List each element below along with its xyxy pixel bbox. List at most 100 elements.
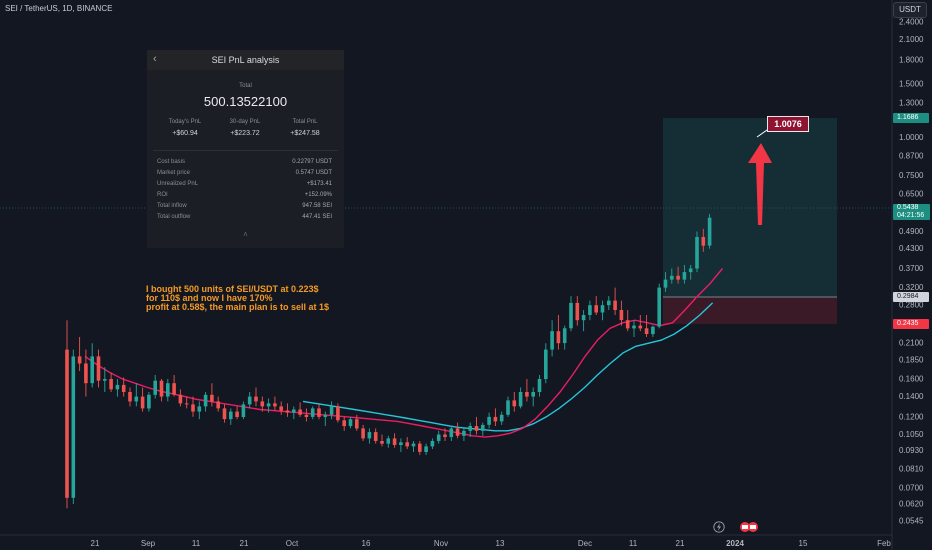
- candle: [323, 414, 328, 417]
- candle: [147, 394, 151, 409]
- candle: [688, 268, 693, 273]
- candle: [443, 434, 447, 437]
- target-label: 1.0076: [767, 116, 809, 132]
- y-tick-label: 0.1850: [899, 355, 924, 364]
- arrow-up-icon: [748, 143, 772, 225]
- candle: [632, 325, 636, 329]
- y-tick-label: 0.6500: [899, 190, 924, 199]
- candle: [197, 406, 202, 412]
- candle: [247, 396, 252, 405]
- events-icon[interactable]: [740, 522, 758, 532]
- x-tick-label: 13: [496, 539, 505, 548]
- current-price: 0.5438: [897, 204, 919, 211]
- candle: [600, 305, 605, 313]
- candle-countdown: 04:21:56: [897, 212, 925, 219]
- candle: [462, 430, 466, 436]
- candle: [178, 394, 183, 404]
- candle: [386, 438, 391, 444]
- row-roi: ROI +152.09%: [157, 192, 332, 202]
- x-tick-label: 11: [192, 539, 201, 548]
- candle: [191, 404, 195, 412]
- y-tick-label: 0.0930: [899, 446, 924, 455]
- candle: [140, 396, 145, 409]
- candle: [625, 320, 630, 329]
- x-axis: 21 Sep 11 21 Oct 16 Nov 13 Dec 11 21 2024 15 Feb: [91, 539, 892, 548]
- candle: [531, 392, 535, 397]
- y-tick-label: 0.8700: [899, 151, 924, 160]
- candle: [298, 409, 302, 415]
- y-tick-label: 0.1600: [899, 375, 924, 384]
- row-unrealized-pnl: Unrealized PnL +$173.41: [157, 181, 332, 191]
- target-price-badge: 1.1686: [893, 113, 929, 123]
- thirty-day-pnl-label: 30-day PnL: [229, 119, 261, 125]
- candle: [449, 428, 454, 438]
- candle: [588, 305, 592, 315]
- x-tick-label: Dec: [578, 539, 592, 548]
- row-value: 447.41 SEI: [302, 214, 332, 220]
- candle: [525, 392, 529, 397]
- y-tick-label: 1.8000: [899, 55, 924, 64]
- candle: [134, 396, 139, 402]
- candle: [304, 414, 309, 417]
- row-value: +$173.41: [306, 181, 332, 187]
- y-tick-label: 0.4300: [899, 244, 924, 253]
- y-tick-label: 0.2800: [899, 301, 924, 310]
- row-value: 0.5747 USDT: [295, 170, 332, 176]
- candle: [367, 432, 372, 439]
- candle: [518, 392, 523, 407]
- ema-slow-path: [302, 302, 714, 432]
- x-tick-label: 21: [676, 539, 685, 548]
- candle: [203, 394, 208, 407]
- candle: [292, 409, 296, 413]
- x-tick-label: Feb: [877, 539, 891, 548]
- lightning-icon[interactable]: [713, 521, 725, 533]
- candle: [260, 401, 265, 407]
- candle: [266, 403, 271, 407]
- candle: [493, 416, 498, 422]
- note-line: profit at 0.58$, the main plan is to sel…: [146, 302, 330, 312]
- candle: [594, 305, 598, 313]
- candle: [285, 410, 290, 413]
- candle: [115, 384, 120, 390]
- chevron-up-icon[interactable]: ˄: [243, 230, 248, 239]
- candle: [638, 325, 643, 329]
- candle: [355, 419, 359, 429]
- currency-selector[interactable]: USDT: [893, 2, 927, 18]
- row-label: Total outflow: [157, 214, 191, 220]
- candle: [254, 396, 258, 402]
- x-tick-label: 15: [799, 539, 808, 548]
- y-tick-label: 2.4000: [899, 18, 924, 27]
- candle: [235, 411, 239, 417]
- entry-price-badge: 0.2984: [893, 292, 929, 302]
- x-tick-label: 21: [240, 539, 249, 548]
- candle: [103, 379, 107, 381]
- stop-price-badge: 0.2435: [893, 319, 929, 329]
- y-tick-label: 0.3700: [899, 264, 924, 273]
- chart-toolbar: [713, 521, 758, 533]
- x-tick-label: Sep: [141, 539, 156, 548]
- y-tick-label: 1.3000: [899, 98, 924, 107]
- candle: [373, 432, 378, 441]
- candle: [128, 392, 132, 402]
- candle: [65, 349, 69, 498]
- current-price-badge: 0.5438 04:21:56: [893, 204, 930, 220]
- y-tick-label: 0.7500: [899, 171, 924, 180]
- profit-zone: [663, 118, 837, 297]
- candle: [670, 275, 674, 280]
- row-label: Unrealized PnL: [157, 181, 199, 187]
- row-total-outflow: Total outflow 447.41 SEI: [157, 214, 332, 224]
- candle: [695, 237, 699, 269]
- candle: [607, 300, 611, 306]
- pnl-card-header: [147, 50, 344, 70]
- back-arrow-icon[interactable]: ‹: [153, 53, 157, 65]
- candle: [436, 434, 441, 441]
- x-tick-label: 2024: [726, 539, 744, 548]
- candle: [317, 408, 321, 417]
- ema-slow-line: [302, 302, 714, 432]
- x-tick-label: 16: [362, 539, 371, 548]
- candle: [544, 349, 548, 379]
- total-value: 500.13522100: [203, 94, 288, 109]
- candle: [121, 384, 126, 392]
- y-tick-label: 0.1400: [899, 392, 924, 401]
